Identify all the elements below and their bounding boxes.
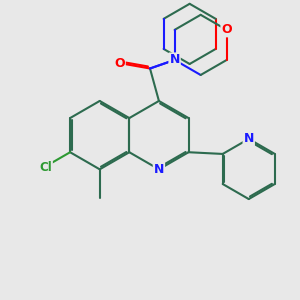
Text: N: N	[169, 53, 180, 66]
Text: O: O	[221, 23, 232, 36]
Text: N: N	[154, 163, 164, 176]
Text: O: O	[114, 57, 125, 70]
Text: Cl: Cl	[39, 161, 52, 174]
Text: N: N	[244, 132, 254, 146]
